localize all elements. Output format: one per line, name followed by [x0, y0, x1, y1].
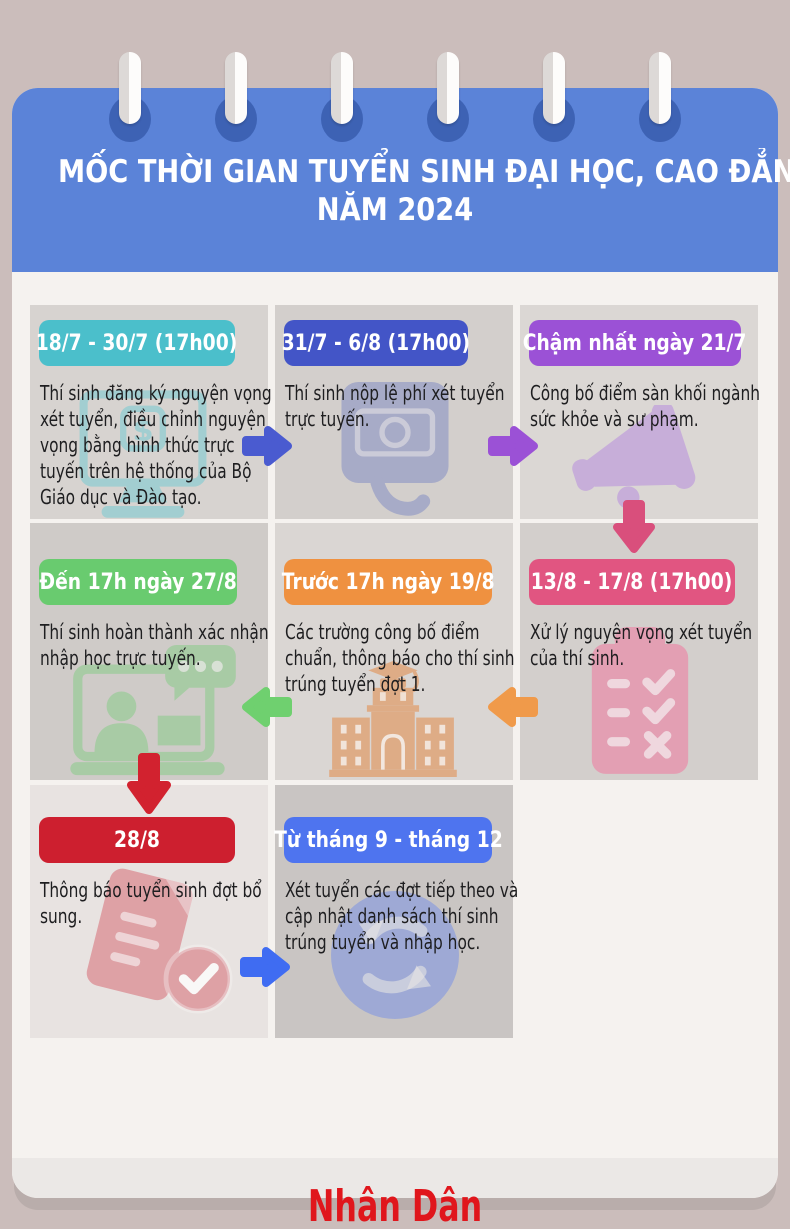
- card-description: Các trường công bố điểm chuẩn, thông báo…: [285, 620, 515, 696]
- flow-arrow-left-icon: [486, 682, 540, 732]
- card-description: Công bố điểm sàn khối ngành sức khỏe và …: [530, 381, 761, 431]
- binder-ring: [649, 52, 671, 124]
- flow-arrow-right-icon: [238, 942, 292, 992]
- university-building-icon: [303, 661, 483, 777]
- card-description: Thí sinh đăng ký nguyện vọng xét tuyển, …: [40, 381, 272, 509]
- page-title-line2: NĂM 2024: [316, 191, 474, 228]
- sheet-bottom-edge: [12, 1158, 778, 1198]
- flow-arrow-down-icon: [612, 499, 656, 555]
- page-title-line1: MỐC THỜI GIAN TUYỂN SINH ĐẠI HỌC, CAO ĐẲ…: [57, 154, 790, 190]
- card-description: Thí sinh hoàn thành xác nhận nhập học tr…: [40, 620, 269, 670]
- megaphone-icon: [565, 405, 720, 517]
- timeline-card-3: Chậm nhất ngày 21/7 Công bố điểm sàn khố…: [520, 305, 760, 519]
- checklist-clipboard-icon: [575, 623, 705, 781]
- timeline-card-4: Đến 17h ngày 27/8 Thí sinh hoàn thành xá…: [30, 523, 269, 780]
- binder-ring: [331, 52, 353, 124]
- refresh-cycle-icon: [327, 883, 463, 1027]
- timeline-card-6: 13/8 - 17/8 (17h00) Xử lý nguyện vọng xé…: [520, 523, 758, 780]
- binder-ring: [225, 52, 247, 124]
- binder-ring: [119, 52, 141, 124]
- nhan-dan-logo: Nhân Dân: [308, 1182, 482, 1229]
- date-badge: 31/7 - 6/8 (17h00): [282, 320, 470, 366]
- document-check-icon: [86, 867, 238, 1019]
- date-badge: Từ tháng 9 - tháng 12: [274, 817, 502, 863]
- svg-text:$: $: [132, 413, 153, 448]
- card-description: Xét tuyển các đợt tiếp theo và cập nhật …: [285, 878, 519, 954]
- date-badge: 13/8 - 17/8 (17h00): [529, 559, 735, 605]
- flow-arrow-right-icon: [240, 421, 294, 471]
- footer: Nhân Dân: [12, 1182, 778, 1229]
- date-badge: 18/7 - 30/7 (17h00): [36, 320, 238, 366]
- card-description: Xử lý nguyện vọng xét tuyển của thí sinh…: [530, 620, 753, 670]
- timeline-card-2: 31/7 - 6/8 (17h00) Thí sinh nộp lệ phí x…: [275, 305, 513, 519]
- card-description: Thí sinh nộp lệ phí xét tuyển trực tuyến…: [285, 381, 505, 431]
- money-payment-icon: [330, 377, 460, 517]
- computer-dollar-icon: $: [68, 389, 218, 524]
- date-badge: 28/8: [39, 817, 235, 863]
- flow-arrow-right-icon: [486, 421, 540, 471]
- binder-ring: [543, 52, 565, 124]
- timeline-card-7: 28/8 Thông báo tuyển sinh đợt bổ sung.: [30, 785, 268, 1038]
- binder-ring: [437, 52, 459, 124]
- card-description: Thông báo tuyển sinh đợt bổ sung.: [40, 878, 262, 928]
- date-badge: Đến 17h ngày 27/8: [39, 559, 237, 605]
- timeline-card-5: Trước 17h ngày 19/8 Các trường công bố đ…: [275, 523, 514, 780]
- flow-arrow-down-icon: [126, 752, 172, 816]
- date-badge: Trước 17h ngày 19/8: [282, 559, 494, 605]
- timeline-card-1: $ 18/7 - 30/7 (17h00) Thí sinh đăng ký n…: [30, 305, 272, 519]
- timeline-card-8: Từ tháng 9 - tháng 12 Xét tuyển các đợt …: [274, 785, 518, 1038]
- date-badge: Chậm nhất ngày 21/7: [523, 320, 747, 366]
- flow-arrow-left-icon: [240, 682, 294, 732]
